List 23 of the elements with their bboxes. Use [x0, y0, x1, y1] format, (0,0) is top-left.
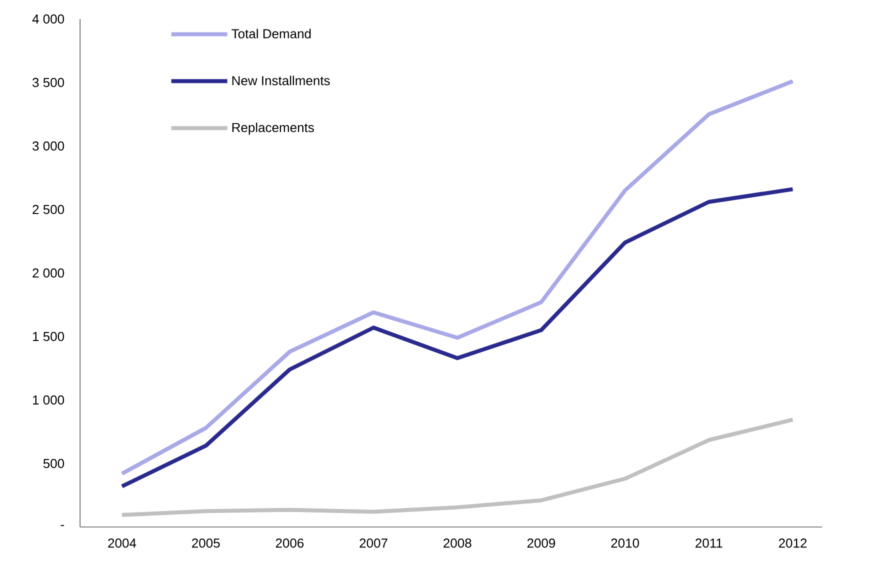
- x-tick-label: 2010: [611, 538, 640, 548]
- x-tick-label: 2011: [696, 538, 722, 548]
- y-tick-label: 2 000: [32, 268, 64, 278]
- y-tick-label: 4 000: [32, 14, 64, 24]
- line-series: [120, 418, 795, 517]
- y-tick-label: 1 000: [33, 395, 64, 405]
- x-tick-label: 2004: [108, 538, 136, 548]
- legend-label: Total Demand: [232, 28, 311, 38]
- y-tick-label: 3 500: [32, 78, 64, 88]
- y-tick-label: 2 500: [32, 204, 64, 214]
- y-tick-label: 500: [43, 458, 64, 468]
- x-tick-label: 2006: [276, 538, 304, 548]
- y-tick-label: 3 000: [32, 141, 64, 151]
- x-tick-label: 2012: [778, 538, 807, 548]
- x-tick-label: 2005: [192, 538, 220, 548]
- line-series: [120, 187, 795, 488]
- x-tick-label: 2008: [444, 538, 472, 548]
- y-tick-label: 1 500: [33, 332, 64, 342]
- legend-label: New Installments: [232, 76, 330, 86]
- x-tick-label: 2007: [360, 538, 388, 548]
- y-tick-label: -: [60, 525, 64, 526]
- x-tick-label: 2009: [527, 538, 556, 548]
- legend-label: Replacements: [232, 122, 314, 135]
